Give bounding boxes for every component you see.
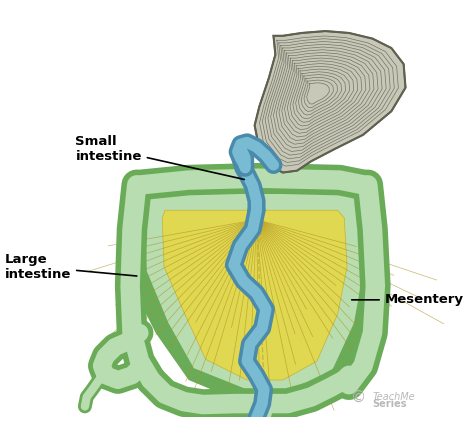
Text: Mesentery: Mesentery [352,293,464,306]
Polygon shape [255,31,406,172]
Text: Large
intestine: Large intestine [5,253,137,281]
Polygon shape [162,210,347,380]
Text: Small
intestine: Small intestine [75,135,245,179]
Text: Series: Series [373,399,407,408]
Text: ©: © [351,390,366,405]
Polygon shape [143,193,364,390]
Text: TeachMe: TeachMe [373,392,415,402]
Polygon shape [123,177,382,404]
